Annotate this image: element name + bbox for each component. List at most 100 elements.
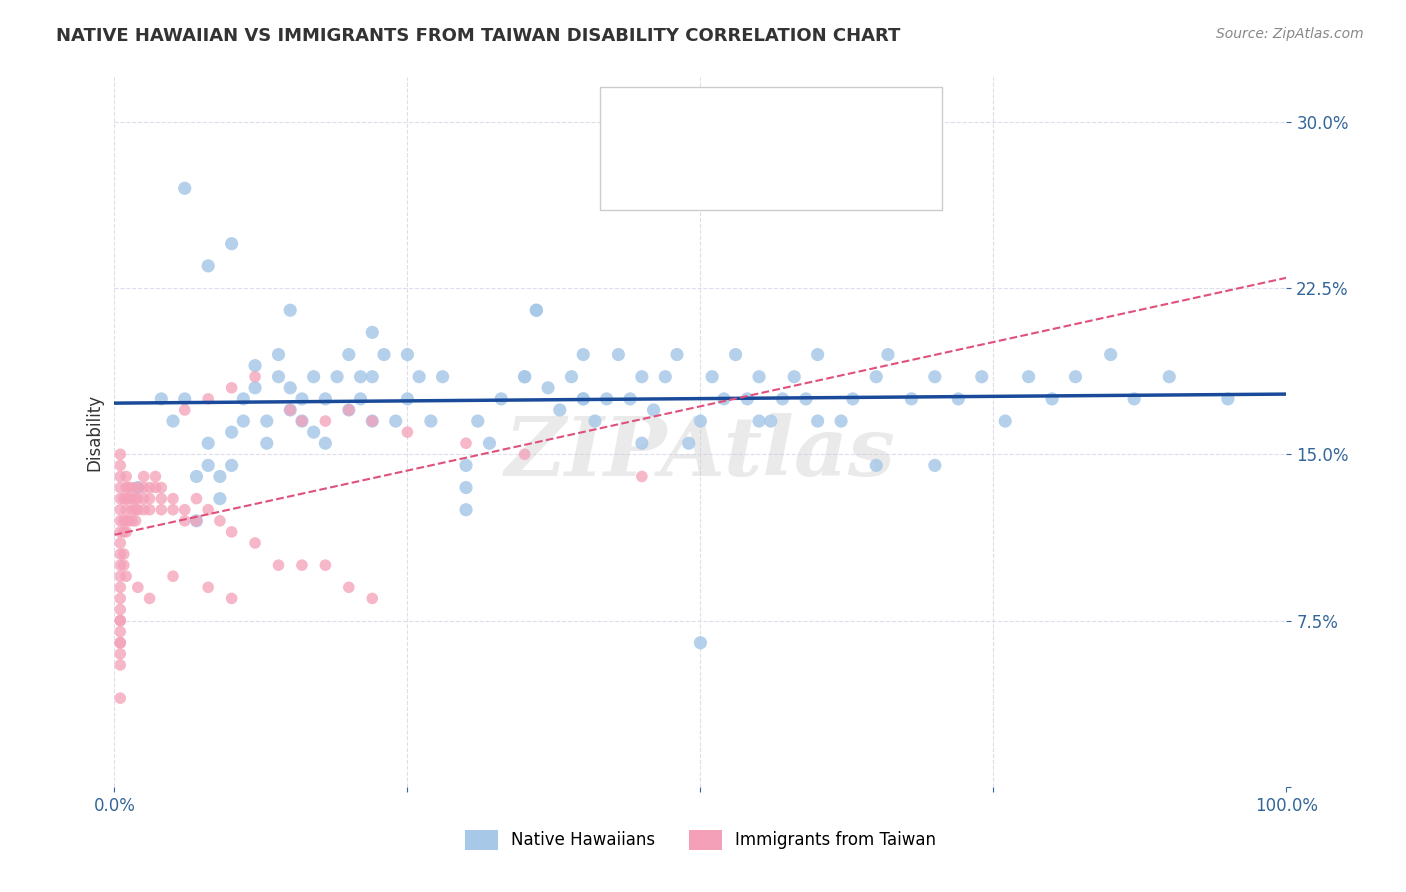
Point xyxy=(454,458,477,473)
Point xyxy=(173,403,195,417)
Point xyxy=(678,436,700,450)
Point xyxy=(110,614,132,628)
Point xyxy=(1064,369,1087,384)
Point xyxy=(197,259,219,273)
Point xyxy=(150,502,173,516)
Point xyxy=(162,414,184,428)
Legend: Native Hawaiians, Immigrants from Taiwan: Native Hawaiians, Immigrants from Taiwan xyxy=(458,823,943,856)
Point xyxy=(314,558,336,573)
Point xyxy=(748,369,770,384)
Point xyxy=(432,369,454,384)
Point xyxy=(396,392,419,406)
Point xyxy=(278,403,301,417)
Point xyxy=(737,392,759,406)
Point xyxy=(361,326,384,340)
Point xyxy=(112,547,135,561)
Point xyxy=(243,369,266,384)
Point xyxy=(349,392,371,406)
Point xyxy=(619,392,641,406)
Point xyxy=(110,558,132,573)
Point xyxy=(1040,392,1063,406)
Point xyxy=(110,647,132,661)
Point xyxy=(689,414,711,428)
Point xyxy=(110,624,132,639)
Point xyxy=(713,392,735,406)
Point xyxy=(112,524,135,539)
Point xyxy=(314,414,336,428)
Text: R =: R = xyxy=(676,114,709,132)
Text: NATIVE HAWAIIAN VS IMMIGRANTS FROM TAIWAN DISABILITY CORRELATION CHART: NATIVE HAWAIIAN VS IMMIGRANTS FROM TAIWA… xyxy=(56,27,901,45)
Point xyxy=(256,414,278,428)
Point xyxy=(537,381,560,395)
Point xyxy=(132,502,155,516)
Point xyxy=(110,514,132,528)
Point xyxy=(162,502,184,516)
Point xyxy=(150,491,173,506)
Point xyxy=(110,469,132,483)
Point xyxy=(208,514,231,528)
Point xyxy=(138,491,160,506)
Point xyxy=(221,425,243,439)
Point xyxy=(948,392,970,406)
Point xyxy=(877,347,900,361)
Point xyxy=(337,403,360,417)
Point xyxy=(1123,392,1146,406)
Point xyxy=(145,481,167,495)
Point xyxy=(243,536,266,550)
Point xyxy=(337,347,360,361)
Point xyxy=(513,369,536,384)
Point xyxy=(396,425,419,439)
Point xyxy=(110,614,132,628)
Point xyxy=(221,381,243,395)
Point xyxy=(924,369,946,384)
Point xyxy=(221,524,243,539)
Point xyxy=(302,425,325,439)
Point xyxy=(278,403,301,417)
Point xyxy=(124,502,146,516)
Point xyxy=(243,359,266,373)
Point xyxy=(115,502,138,516)
Point xyxy=(110,591,132,606)
Point xyxy=(221,236,243,251)
Point xyxy=(772,392,794,406)
Point xyxy=(489,392,512,406)
Point xyxy=(110,536,132,550)
Point xyxy=(110,580,132,594)
Point xyxy=(384,414,406,428)
Point xyxy=(583,414,606,428)
Point xyxy=(759,414,782,428)
Point xyxy=(115,481,138,495)
Point xyxy=(145,469,167,483)
Point xyxy=(291,558,314,573)
Point xyxy=(121,481,143,495)
Point xyxy=(291,414,314,428)
Point xyxy=(419,414,441,428)
Point xyxy=(138,591,160,606)
Point xyxy=(513,447,536,461)
Point xyxy=(337,580,360,594)
Point xyxy=(112,491,135,506)
Point xyxy=(794,392,817,406)
Point xyxy=(186,469,208,483)
Point xyxy=(121,514,143,528)
Point xyxy=(349,369,371,384)
Point xyxy=(865,458,887,473)
Point xyxy=(112,558,135,573)
Point xyxy=(524,303,547,318)
Point xyxy=(454,502,477,516)
Point xyxy=(112,514,135,528)
Point xyxy=(560,369,582,384)
Point xyxy=(115,491,138,506)
Point xyxy=(595,392,617,406)
Point xyxy=(373,347,395,361)
Point xyxy=(994,414,1017,428)
Point xyxy=(302,369,325,384)
Point xyxy=(724,347,747,361)
Point xyxy=(783,369,806,384)
Point xyxy=(478,436,501,450)
Point xyxy=(630,369,652,384)
Point xyxy=(572,392,595,406)
Point xyxy=(132,469,155,483)
Point xyxy=(396,347,419,361)
Point xyxy=(830,414,852,428)
